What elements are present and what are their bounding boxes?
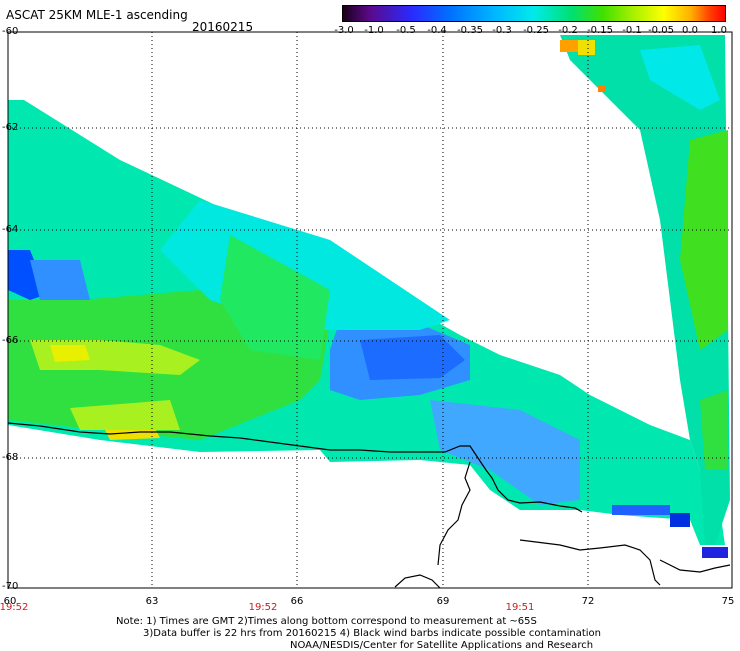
lat-label: -64: [2, 224, 19, 235]
scale-label: -0.1: [622, 25, 642, 36]
scale-label: -0.4: [427, 25, 447, 36]
lon-label: 75: [721, 596, 735, 607]
coastline-east: [659, 559, 731, 573]
scale-label: 1.0: [711, 25, 727, 36]
scale-label: -0.2: [558, 25, 578, 36]
scale-label: -1.0: [364, 25, 384, 36]
pass-time: 19:52: [248, 602, 278, 613]
swath-blue-center-dark: [360, 335, 465, 380]
lon-label: 63: [145, 596, 159, 607]
lat-label: -66: [2, 335, 19, 346]
scale-label: -0.3: [492, 25, 512, 36]
swath-blue-bar-2: [670, 513, 690, 527]
scale-label: -0.5: [396, 25, 416, 36]
lat-label: -70: [2, 581, 19, 592]
coastline-inlet: [437, 461, 471, 566]
note-line-1: Note: 1) Times are GMT 2)Times along bot…: [116, 616, 537, 627]
map-frame: [7, 31, 733, 589]
lon-label: 66: [290, 596, 304, 607]
lon-label: 69: [436, 596, 450, 607]
swath-right-cyan: [640, 45, 720, 110]
graticule: [8, 32, 732, 588]
lat-label: -68: [2, 452, 19, 463]
swath-right-yellow: [578, 40, 595, 55]
swath-blue-lower: [430, 400, 580, 505]
color-scale-bar: [342, 5, 726, 22]
swath-blue-bar-3: [702, 547, 728, 558]
swath-blue-left-light: [30, 260, 90, 300]
swath-yellow-patch-1: [50, 345, 90, 362]
swath-right-green: [680, 130, 728, 350]
scale-label: -0.05: [648, 25, 674, 36]
pass-time: 19:52: [0, 602, 29, 613]
swath-right-orange-2: [598, 85, 605, 92]
swath-right-orange-1: [560, 40, 578, 52]
lat-label: -60: [2, 26, 19, 37]
lat-label: -62: [2, 122, 19, 133]
note-line-3: NOAA/NESDIS/Center for Satellite Applica…: [290, 640, 594, 651]
coastline-bay: [394, 574, 441, 589]
swath-lime-patch: [70, 400, 180, 430]
coastline-lower: [519, 539, 661, 586]
swath-green-mid: [220, 235, 330, 360]
map-title: ASCAT 25KM MLE-1 ascending: [6, 8, 188, 22]
scale-label: -3.0: [334, 25, 354, 36]
swath-right-base: [560, 35, 730, 545]
scale-label: -0.15: [587, 25, 613, 36]
map-date: 20160215: [192, 20, 254, 34]
scale-label: 0.0: [682, 25, 698, 36]
swath-blue-bar-1: [612, 505, 670, 515]
lon-label: 60: [3, 596, 17, 607]
coastline-main: [7, 422, 583, 513]
coastline: [7, 422, 731, 589]
swath-right-green-2: [700, 390, 728, 470]
scale-label: -0.25: [523, 25, 549, 36]
lon-label: 72: [581, 596, 595, 607]
note-line-2: 3)Data buffer is 22 hrs from 20160215 4)…: [143, 628, 601, 639]
scale-label: -0.35: [457, 25, 483, 36]
pass-time: 19:51: [505, 602, 535, 613]
